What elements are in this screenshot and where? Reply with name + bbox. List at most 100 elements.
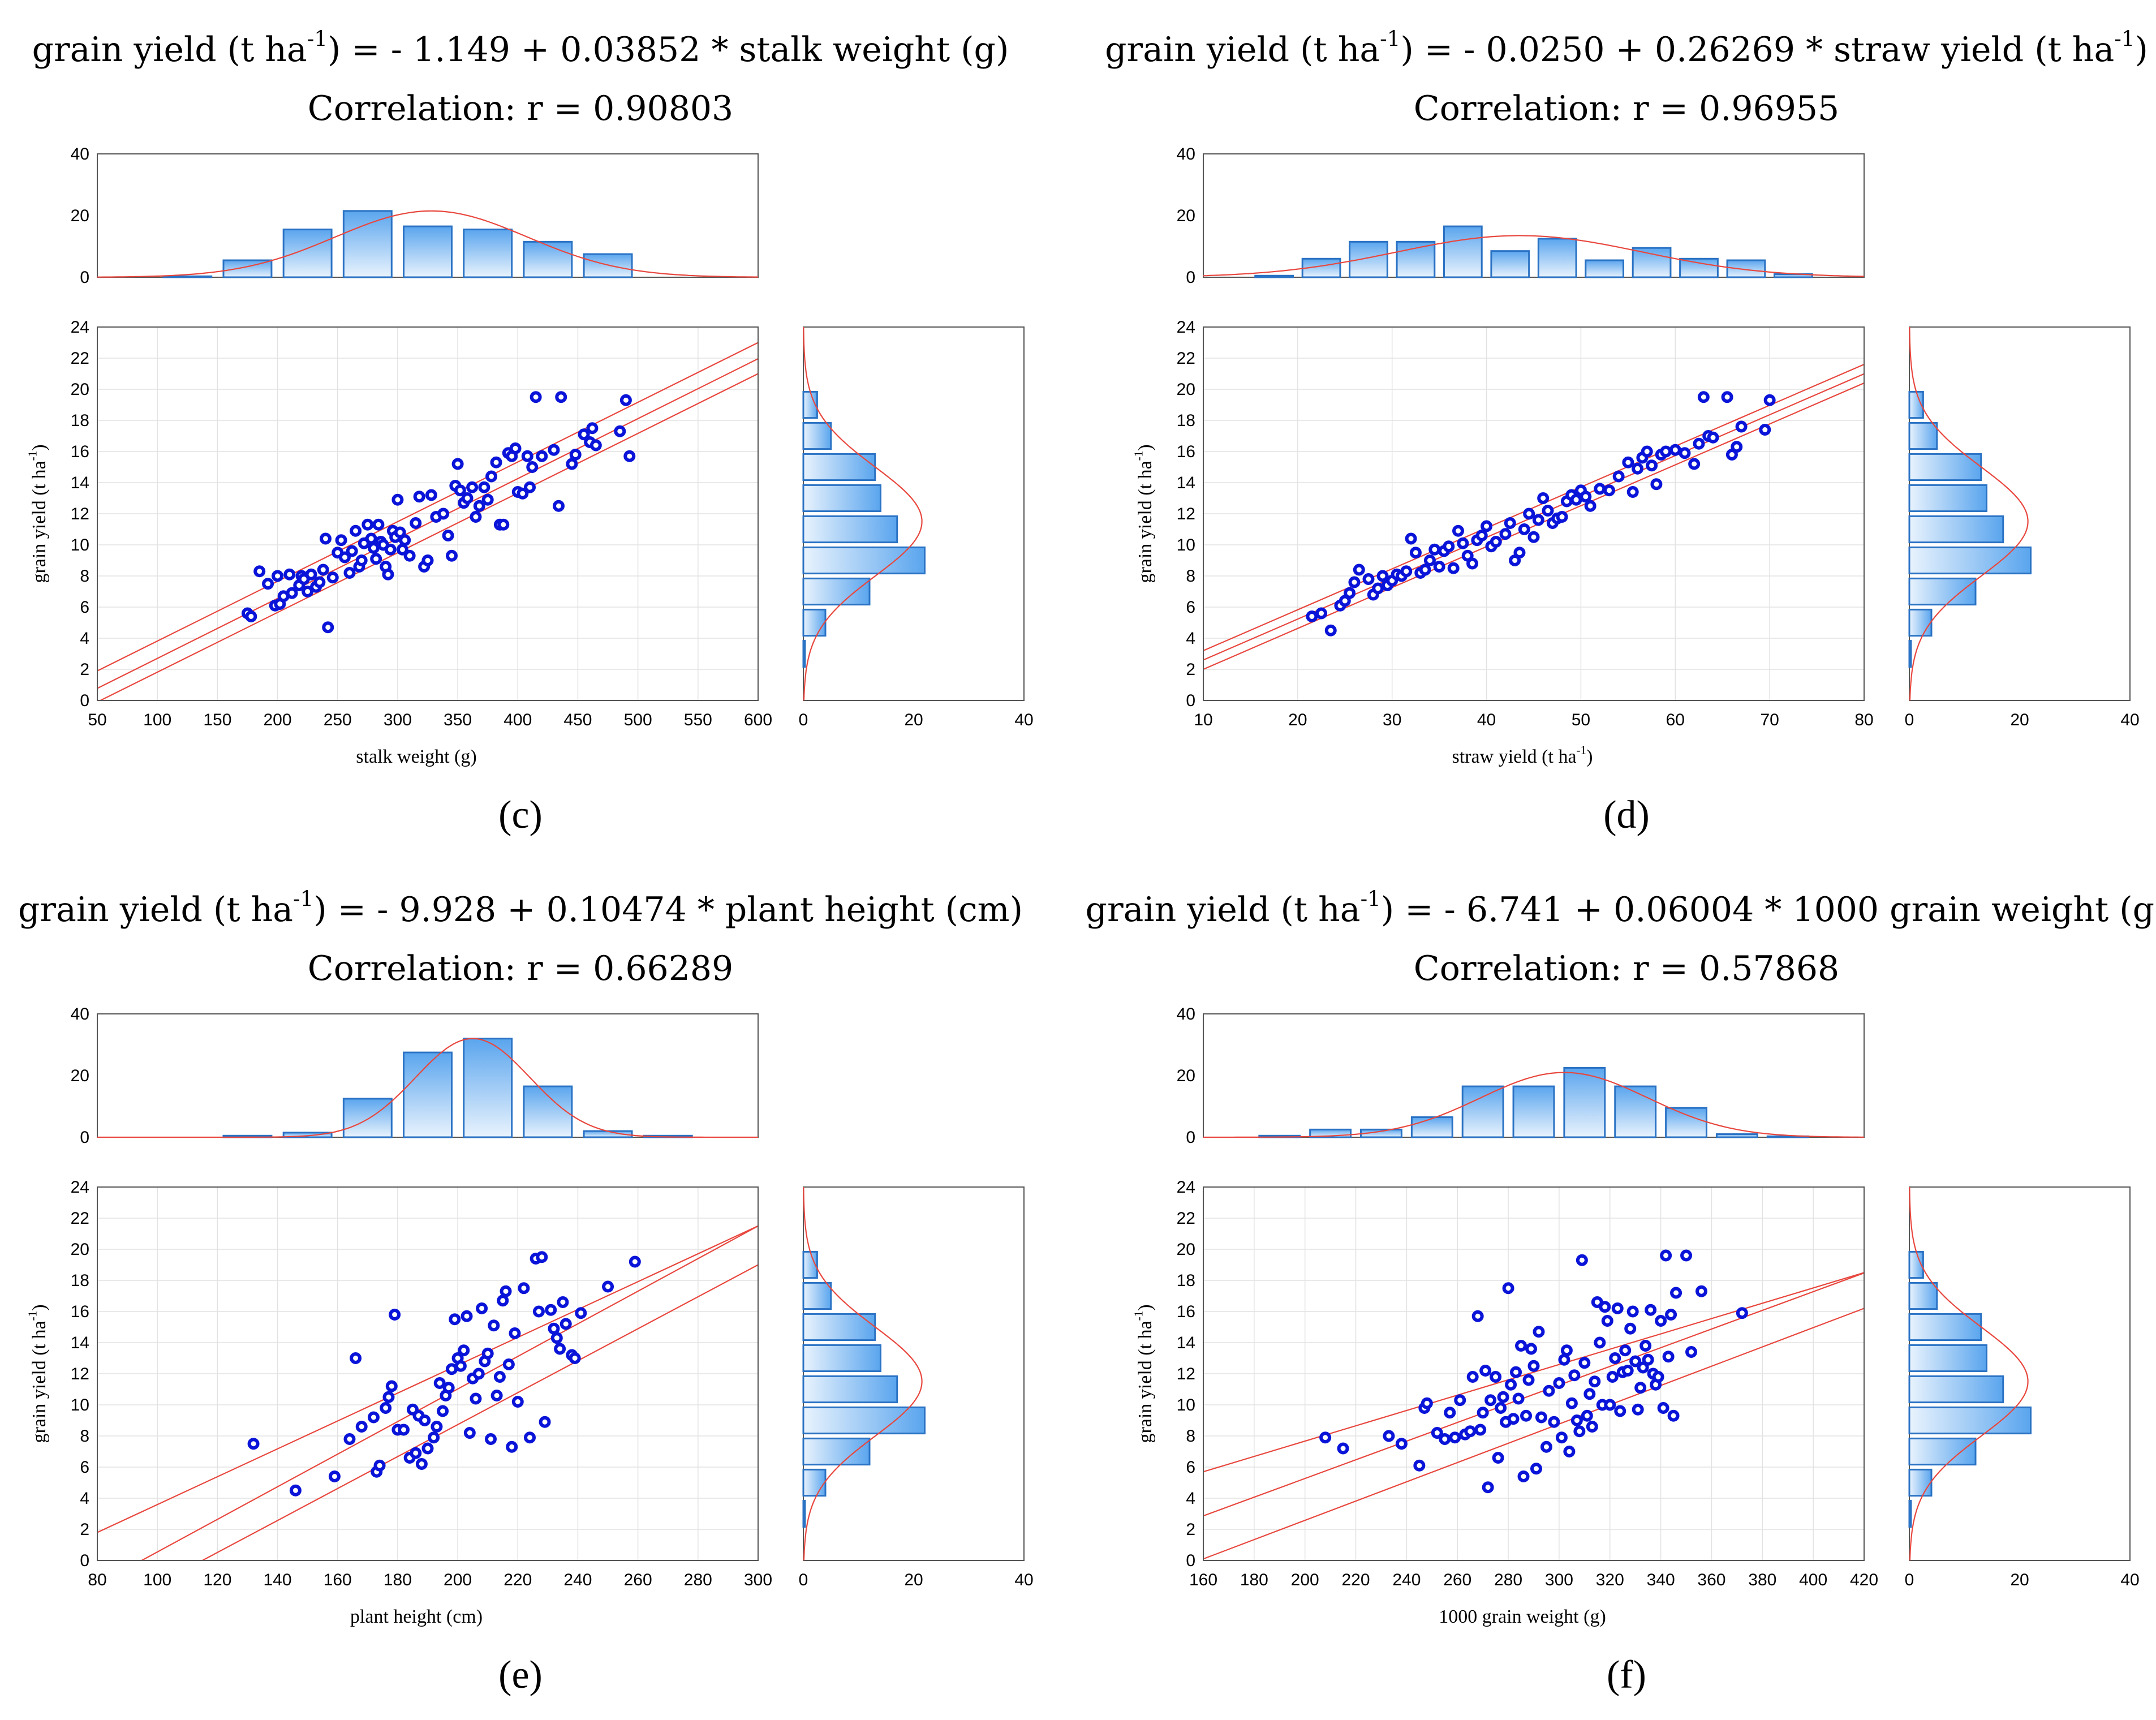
data-point [500,1285,512,1297]
data-point [425,489,437,501]
data-point [1454,1394,1466,1407]
data-point [1629,1355,1642,1368]
y-hist-bar [1908,1468,1933,1497]
data-point [1632,462,1644,475]
x-hist-bar [282,1132,333,1138]
x-hist-bar [222,259,273,278]
data-point [1645,1304,1657,1316]
x-tick-label: 240 [1392,1571,1421,1589]
data-point [1532,514,1544,526]
chart-title-tail-sup: -1 [2114,26,2135,51]
y-tick-label: 0 [1186,1551,1195,1570]
x-tick-label: 220 [504,1571,532,1589]
x-tick-label: 100 [143,1571,171,1589]
data-point [554,1343,566,1355]
x-hist-bar [583,253,633,278]
data-point [509,1327,521,1339]
x-hist-bar [162,275,213,278]
y-hist-bar [1908,639,1912,668]
data-point [1319,1431,1332,1444]
x-hist-tick-label: 40 [1177,1005,1195,1024]
data-point [413,491,425,503]
x-tick-label: 70 [1760,711,1779,729]
y-hist-bar [802,546,926,575]
x-tick-label: 150 [203,711,231,729]
data-point [552,500,565,512]
data-point [1513,547,1526,559]
x-hist-bar [1715,1133,1758,1138]
y-tick-label: 8 [1186,567,1195,586]
panel-label: (c) [498,793,543,837]
data-point [589,439,602,452]
x-hist-bar [1614,1085,1657,1138]
data-point [1464,1425,1477,1438]
x-hist-bar [1632,247,1672,278]
y-tick-label: 22 [1177,1209,1195,1228]
data-point [1477,1407,1489,1419]
data-point [466,481,479,493]
data-point [1466,1371,1479,1383]
y-hist-bar [1908,1344,1987,1373]
y-tick-label: 18 [1177,1271,1195,1290]
y-tick-label: 12 [71,505,89,523]
y-tick-label: 2 [80,660,89,679]
panel-e: grain yield (t ha-1) = - 9.928 + 0.10474… [18,886,1034,1697]
data-point [1759,424,1771,436]
x-hist-tick-label: 20 [71,207,89,225]
data-point [1584,500,1596,512]
data-point [530,391,542,403]
y-hist-tick-label: 20 [2010,1571,2029,1589]
chart-title-pre: grain yield (t ha [1105,30,1380,70]
scatter-plot-area [97,1225,758,1560]
x-tick-label: 50 [88,711,106,729]
y-hist-bar [802,422,832,450]
scatter-frame [97,326,759,701]
data-point [481,493,494,506]
data-point [1660,445,1672,458]
data-point [1601,1315,1613,1327]
data-point [629,1255,641,1268]
data-point [1667,1409,1680,1422]
x-hist-bar [1563,1067,1606,1138]
x-tick-label: 600 [744,711,772,729]
y-hist-bar [802,1499,806,1528]
data-point [1614,1405,1626,1417]
data-point [328,1470,341,1482]
data-point [1604,1399,1616,1411]
data-point [1543,1384,1555,1397]
chart-subtitle: Correlation: r = 0.66289 [308,949,733,988]
y-hist-tick-label: 0 [799,711,808,729]
data-point [1474,1424,1487,1436]
data-point [1594,1336,1606,1349]
data-point [1565,1397,1578,1409]
chart-title-post: ) = - 9.928 + 0.10474 * plant height (cm… [313,890,1023,930]
x-hist-bar [1490,250,1530,278]
x-axis-label-pre: stalk weight (g) [356,746,476,767]
chart-subtitle: Correlation: r = 0.96955 [1414,89,1839,128]
data-point [1731,441,1743,453]
data-point [431,1421,443,1433]
y-histogram-frame [1909,326,2131,701]
x-tick-label: 160 [1189,1571,1217,1589]
data-point [1578,1357,1591,1369]
x-hist-tick-label: 0 [80,268,89,287]
panel-c: grain yield (t ha-1) = - 1.149 + 0.03852… [26,26,1034,837]
y-axis-label-post: ) [29,444,50,450]
data-point [410,1447,422,1459]
data-point [490,456,502,468]
y-tick-label: 0 [80,1551,89,1570]
y-hist-bar [1908,546,2032,575]
x-tick-label: 200 [264,711,292,729]
confidence-lower-line [202,1264,758,1560]
data-point [566,458,578,470]
data-point [555,391,567,403]
data-point [569,1352,581,1364]
y-axis-label: grain yield (t ha-1) [26,1304,50,1443]
data-point [1679,447,1691,459]
data-point [1560,1344,1573,1357]
x-axis-label: straw yield (t ha-1) [1452,743,1593,767]
data-point [1707,431,1719,444]
y-histogram-frame [803,1186,1025,1561]
data-point [445,549,458,562]
data-point [485,470,498,483]
